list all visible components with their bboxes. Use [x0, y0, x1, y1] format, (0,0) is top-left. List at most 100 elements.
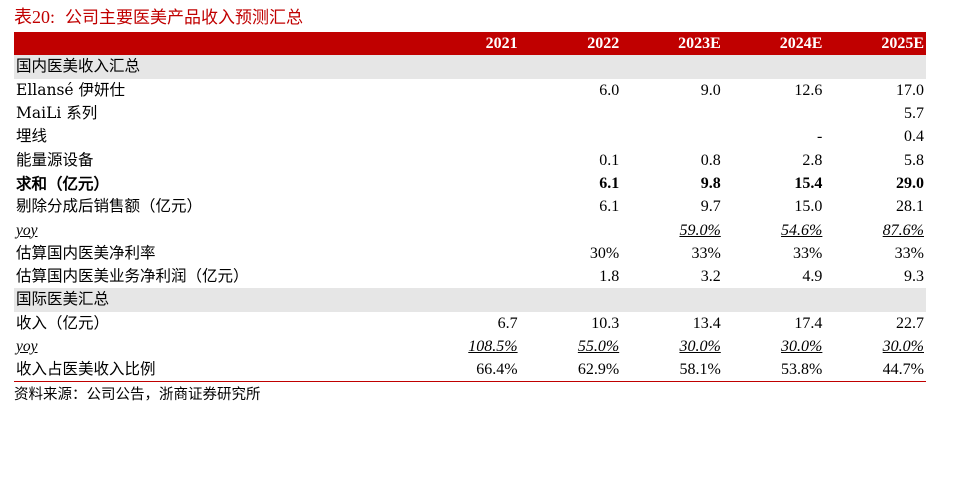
- row-label: 埋线: [16, 127, 48, 146]
- row-label: 求和（亿元）: [16, 173, 110, 193]
- value-cell: [520, 102, 622, 125]
- value-cell: [418, 172, 520, 195]
- table-row: 剔除分成后销售额（亿元） 6.1 9.7 15.0 28.1: [14, 195, 926, 218]
- value-cell: 17.4: [794, 314, 823, 332]
- value-cell: 17.0: [896, 81, 924, 99]
- value-cell: 15.4: [794, 174, 823, 192]
- table-row: 能量源设备 0.1 0.8 2.8 5.8: [14, 148, 926, 171]
- value-cell: [418, 218, 520, 241]
- table-row: Ellansé 伊妍仕 6.0 9.0 12.6 17.0: [14, 79, 926, 102]
- value-cell: [418, 195, 520, 218]
- value-cell: [621, 125, 723, 148]
- table-caption: 表20: 公司主要医美产品收入预测汇总: [14, 4, 303, 30]
- value-cell: 4.9: [802, 268, 823, 286]
- value-cell: 66.4%: [418, 358, 520, 383]
- value-cell: 6.7: [497, 314, 518, 332]
- value-cell: 2.8: [802, 151, 823, 169]
- value-cell: [621, 102, 723, 125]
- value-cell: 0.4: [904, 128, 924, 146]
- value-cell: [520, 125, 622, 148]
- value-cell: [723, 102, 825, 125]
- source-note: 资料来源：公司公告，浙商证券研究所: [14, 387, 261, 403]
- value-cell: 9.0: [700, 81, 721, 99]
- value-cell: 54.6%: [781, 221, 823, 239]
- value-cell: [418, 55, 520, 79]
- table-title: 公司主要医美产品收入预测汇总: [65, 8, 304, 28]
- value-cell: 6.0: [599, 81, 620, 99]
- row-label: 估算国内医美业务净利润（亿元）: [16, 267, 249, 286]
- value-cell: 30%: [589, 244, 620, 262]
- value-cell: 6.1: [599, 174, 620, 192]
- value-cell: 59.0%: [679, 221, 721, 239]
- value-cell: 0.1: [599, 151, 620, 169]
- value-cell: 55.0%: [577, 338, 620, 355]
- value-cell: [519, 288, 622, 312]
- row-label: 收入（亿元）: [16, 313, 110, 332]
- value-cell: 9.3: [904, 268, 924, 286]
- table-row: 求和（亿元） 6.1 9.8 15.4 29.0: [14, 172, 926, 195]
- value-cell: 87.6%: [882, 221, 924, 239]
- value-cell: [722, 55, 825, 79]
- table-row: yoy 59.0% 54.6% 87.6%: [14, 218, 926, 241]
- value-cell: 9.7: [700, 198, 721, 216]
- header-cell: 2023E: [621, 32, 723, 56]
- value-cell: [824, 55, 926, 79]
- header-row: 2021 2022 2023E 2024E 2025E: [14, 32, 926, 56]
- row-label: 能量源设备: [16, 150, 94, 169]
- value-cell: [418, 125, 520, 148]
- value-cell: 5.7: [904, 105, 924, 123]
- value-cell: [418, 102, 520, 125]
- value-cell: 62.9%: [519, 358, 622, 383]
- value-cell: 58.1%: [621, 358, 723, 383]
- table-row: 埋线 - 0.4: [14, 125, 926, 148]
- value-cell: 28.1: [896, 198, 924, 216]
- row-label: 国内医美收入汇总: [14, 55, 418, 79]
- value-cell: [418, 242, 520, 265]
- header-cell: 2021: [418, 32, 520, 56]
- table-row: yoy 108.5% 55.0% 30.0% 30.0% 30.0%: [14, 335, 926, 358]
- value-cell: [519, 55, 622, 79]
- value-cell: [418, 79, 520, 102]
- row-label: MaiLi 系列: [16, 104, 98, 123]
- value-cell: 29.0: [896, 174, 924, 192]
- row-label: 剔除分成后销售额（亿元）: [16, 197, 203, 216]
- value-cell: 3.2: [700, 268, 721, 286]
- table-row: 收入（亿元） 6.7 10.3 13.4 17.4 22.7: [14, 312, 926, 335]
- value-cell: 12.6: [794, 81, 823, 99]
- row-label: yoy: [16, 338, 38, 355]
- value-cell: [418, 148, 520, 171]
- section-row: 国内医美收入汇总: [14, 55, 926, 79]
- value-cell: [722, 288, 825, 312]
- value-cell: 33%: [691, 244, 721, 262]
- header-cell: [14, 32, 418, 56]
- table-number: 表20:: [14, 7, 56, 27]
- section-row: 国际医美汇总: [14, 288, 926, 312]
- table-row: 估算国内医美净利率 30% 33% 33% 33%: [14, 242, 926, 265]
- value-cell: [520, 218, 622, 241]
- value-cell: 53.8%: [722, 358, 825, 383]
- value-cell: 9.8: [700, 174, 721, 192]
- value-cell: 6.1: [599, 198, 620, 216]
- value-cell: 108.5%: [468, 338, 518, 355]
- value-cell: 30.0%: [679, 338, 721, 355]
- table-row: 估算国内医美业务净利润（亿元） 1.8 3.2 4.9 9.3: [14, 265, 926, 288]
- forecast-table: 2021 2022 2023E 2024E 2025E 国内医美收入汇总 Ella…: [14, 32, 926, 383]
- row-label: 国际医美汇总: [14, 288, 418, 312]
- table-row: 收入占医美收入比例 66.4% 62.9% 58.1% 53.8% 44.7%: [14, 358, 926, 383]
- value-cell: 33%: [793, 244, 823, 262]
- row-label: yoy: [16, 221, 38, 239]
- value-cell: [418, 288, 520, 312]
- value-cell: [418, 265, 520, 288]
- value-cell: 33%: [894, 244, 924, 262]
- value-cell: 30.0%: [781, 338, 823, 355]
- value-cell: 13.4: [692, 314, 721, 332]
- value-cell: 10.3: [591, 314, 620, 332]
- value-cell: [621, 55, 723, 79]
- row-label: 估算国内医美净利率: [16, 243, 156, 262]
- value-cell: 30.0%: [882, 338, 924, 355]
- header-cell: 2025E: [824, 32, 926, 56]
- row-label: Ellansé 伊妍仕: [16, 80, 126, 99]
- value-cell: [824, 288, 926, 312]
- value-cell: 22.7: [896, 314, 924, 332]
- header-cell: 2024E: [722, 32, 825, 56]
